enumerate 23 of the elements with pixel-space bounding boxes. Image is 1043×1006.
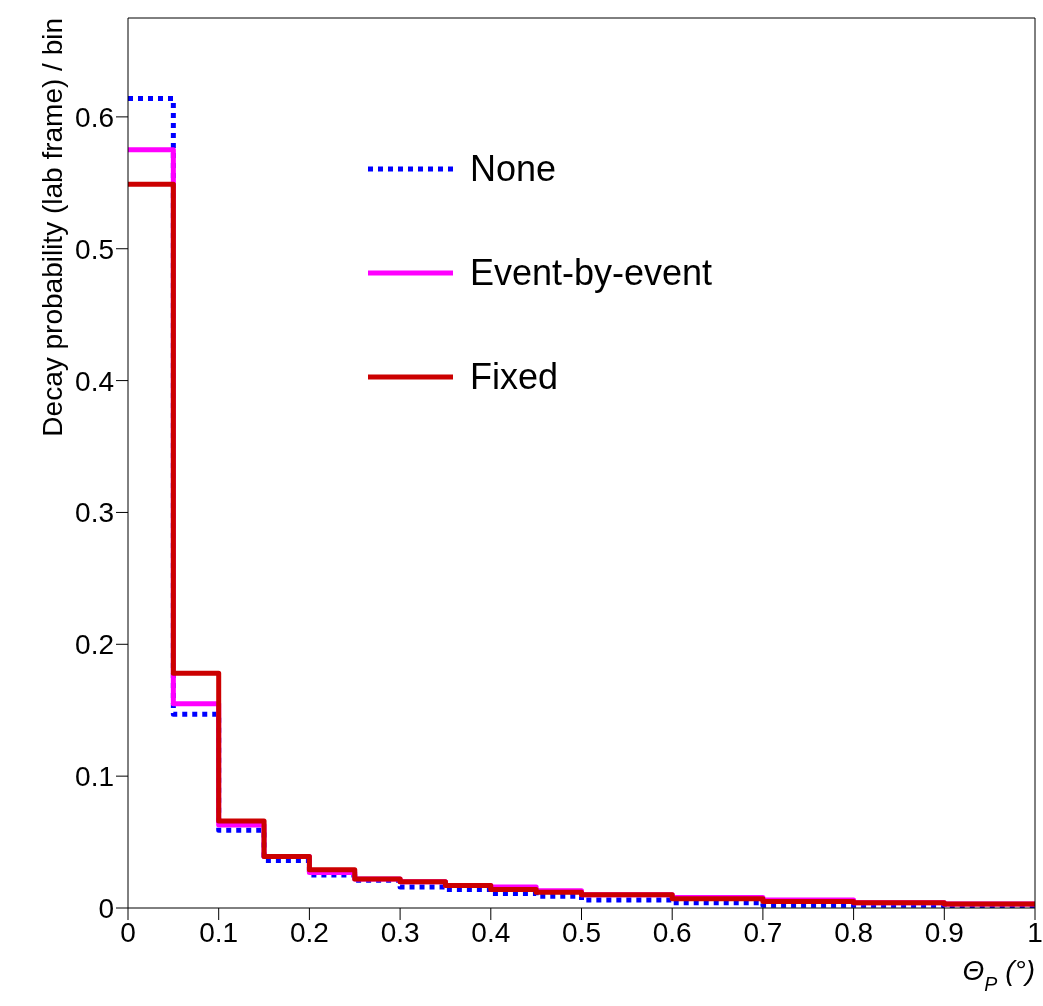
y-tick-label: 0.4 [75,365,114,397]
y-tick-label: 0.2 [75,629,114,661]
x-tick-label: 0.5 [562,916,601,948]
x-tick-label: 0.1 [199,916,239,948]
y-tick-label: 0.1 [75,761,114,793]
x-axis-title: Θ$_{P}$ (°) [962,955,1035,995]
legend-label: None [470,148,557,190]
y-tick-label: 0 [98,892,114,924]
x-tick-label: 0.9 [924,916,964,948]
x-tick-label: 0.8 [834,916,874,948]
legend-label: Event-by-event [470,252,713,294]
x-tick-label: 0.3 [380,916,420,948]
legend-label: Fixed [470,356,559,398]
x-tick-label: 0.4 [471,916,511,948]
x-tick-label: 0.2 [289,916,329,948]
x-tick-label: 1 [1027,916,1043,948]
y-tick-label: 0.6 [75,101,114,133]
y-tick-label: 0.3 [75,497,114,529]
y-tick-label: 0.5 [75,233,114,265]
x-tick-label: 0 [120,916,136,948]
x-tick-label: 0.7 [743,916,783,948]
y-axis-title: Decay probability (lab frame) / bin [37,18,68,437]
x-tick-label: 0.6 [652,916,692,948]
